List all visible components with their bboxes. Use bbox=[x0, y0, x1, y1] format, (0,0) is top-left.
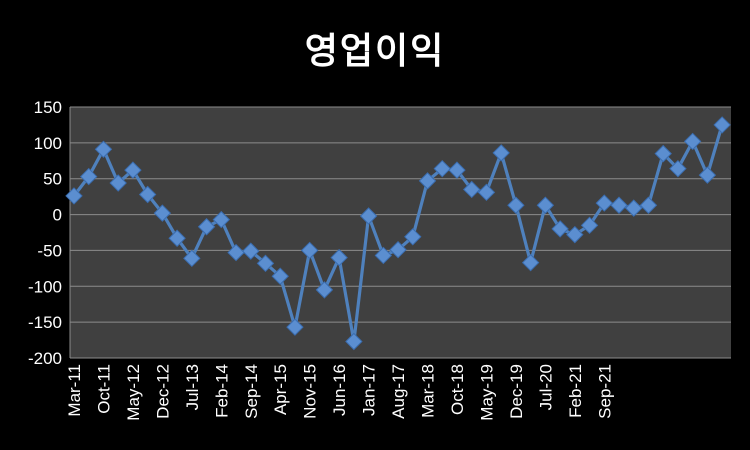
data-point-marker bbox=[80, 167, 98, 186]
data-point-marker bbox=[315, 281, 334, 299]
x-tick-label: Apr-15 bbox=[271, 364, 290, 415]
x-tick-label: Feb-21 bbox=[566, 364, 585, 418]
data-point-marker bbox=[359, 207, 378, 225]
x-tick-label: Oct-11 bbox=[94, 364, 113, 414]
data-point-marker bbox=[300, 241, 319, 260]
data-point-marker bbox=[698, 166, 717, 184]
data-point-marker bbox=[507, 196, 525, 214]
data-point-marker bbox=[94, 140, 113, 159]
y-tick-label: -50 bbox=[37, 241, 62, 260]
y-tick-label: 0 bbox=[53, 206, 62, 225]
x-tick-label: Dec-12 bbox=[153, 364, 172, 419]
x-tick-label: Nov-15 bbox=[301, 364, 320, 419]
y-tick-label: -100 bbox=[28, 277, 62, 296]
data-point-marker bbox=[551, 220, 569, 238]
x-tick-label: Mar-11 bbox=[65, 364, 84, 417]
data-point-marker bbox=[463, 180, 481, 199]
data-point-marker bbox=[639, 196, 658, 214]
data-point-marker bbox=[610, 196, 628, 214]
data-point-marker bbox=[433, 159, 451, 178]
x-tick-label: Jul-13 bbox=[183, 364, 202, 410]
data-point-marker bbox=[536, 196, 555, 214]
data-point-marker bbox=[683, 132, 702, 151]
data-point-marker bbox=[242, 242, 260, 260]
data-point-marker bbox=[374, 246, 393, 265]
data-point-marker bbox=[124, 161, 142, 179]
x-tick-label: Aug-17 bbox=[389, 364, 408, 419]
x-tick-label: Mar-18 bbox=[419, 364, 438, 418]
y-tick-label: -200 bbox=[28, 349, 62, 368]
y-tick-label: -150 bbox=[28, 313, 62, 332]
chart-title: 영업이익 bbox=[304, 31, 446, 72]
data-point-marker bbox=[448, 161, 466, 179]
data-point-marker bbox=[153, 204, 172, 222]
data-point-marker bbox=[197, 218, 216, 236]
data-point-marker bbox=[330, 248, 348, 267]
data-point-marker bbox=[227, 243, 245, 262]
x-tick-label: May-19 bbox=[477, 364, 496, 421]
x-tick-label: Jan-17 bbox=[360, 364, 379, 416]
data-point-marker bbox=[669, 159, 687, 178]
data-point-marker bbox=[713, 116, 731, 134]
data-point-marker bbox=[566, 225, 584, 244]
x-tick-label: Oct-18 bbox=[448, 364, 467, 415]
data-point-marker bbox=[183, 249, 201, 268]
x-tick-label: Sep-14 bbox=[242, 364, 261, 419]
x-tick-label: May-12 bbox=[124, 364, 143, 421]
y-axis-tick-labels: 150 100 50 0 -50 -100 -150 -200 bbox=[28, 98, 62, 368]
data-point-marker bbox=[404, 228, 422, 246]
y-tick-label: 100 bbox=[34, 134, 62, 153]
series-layer bbox=[65, 116, 731, 351]
data-point-marker bbox=[477, 183, 496, 202]
data-point-marker bbox=[256, 254, 275, 273]
data-point-marker bbox=[654, 144, 672, 163]
data-point-marker bbox=[492, 144, 510, 162]
plot-area bbox=[70, 107, 731, 358]
data-point-marker bbox=[65, 187, 83, 205]
data-point-marker bbox=[109, 174, 127, 192]
data-point-marker bbox=[389, 241, 407, 259]
data-point-marker bbox=[580, 216, 599, 235]
gridlines bbox=[69, 106, 731, 359]
x-tick-label: Dec-19 bbox=[507, 364, 526, 419]
data-point-marker bbox=[271, 267, 289, 285]
data-point-marker bbox=[345, 332, 363, 351]
data-point-marker bbox=[418, 172, 437, 190]
data-point-marker bbox=[625, 199, 643, 217]
x-tick-label: Jul-20 bbox=[536, 364, 555, 410]
data-point-marker bbox=[521, 253, 540, 272]
x-axis-tick-labels: Mar-11 Oct-11 May-12 Dec-12 Jul-13 Feb-14 Sep-… bbox=[65, 364, 614, 421]
data-point-marker bbox=[138, 185, 157, 204]
data-point-marker bbox=[168, 229, 186, 247]
data-point-marker bbox=[595, 194, 613, 212]
x-tick-label: Feb-14 bbox=[212, 364, 231, 418]
x-tick-label: Jun-16 bbox=[330, 364, 349, 416]
data-point-marker bbox=[212, 210, 231, 229]
y-tick-label: 150 bbox=[34, 98, 62, 117]
data-point-marker bbox=[286, 318, 304, 336]
x-tick-label: Sep-21 bbox=[595, 364, 614, 419]
y-tick-label: 50 bbox=[43, 170, 62, 189]
